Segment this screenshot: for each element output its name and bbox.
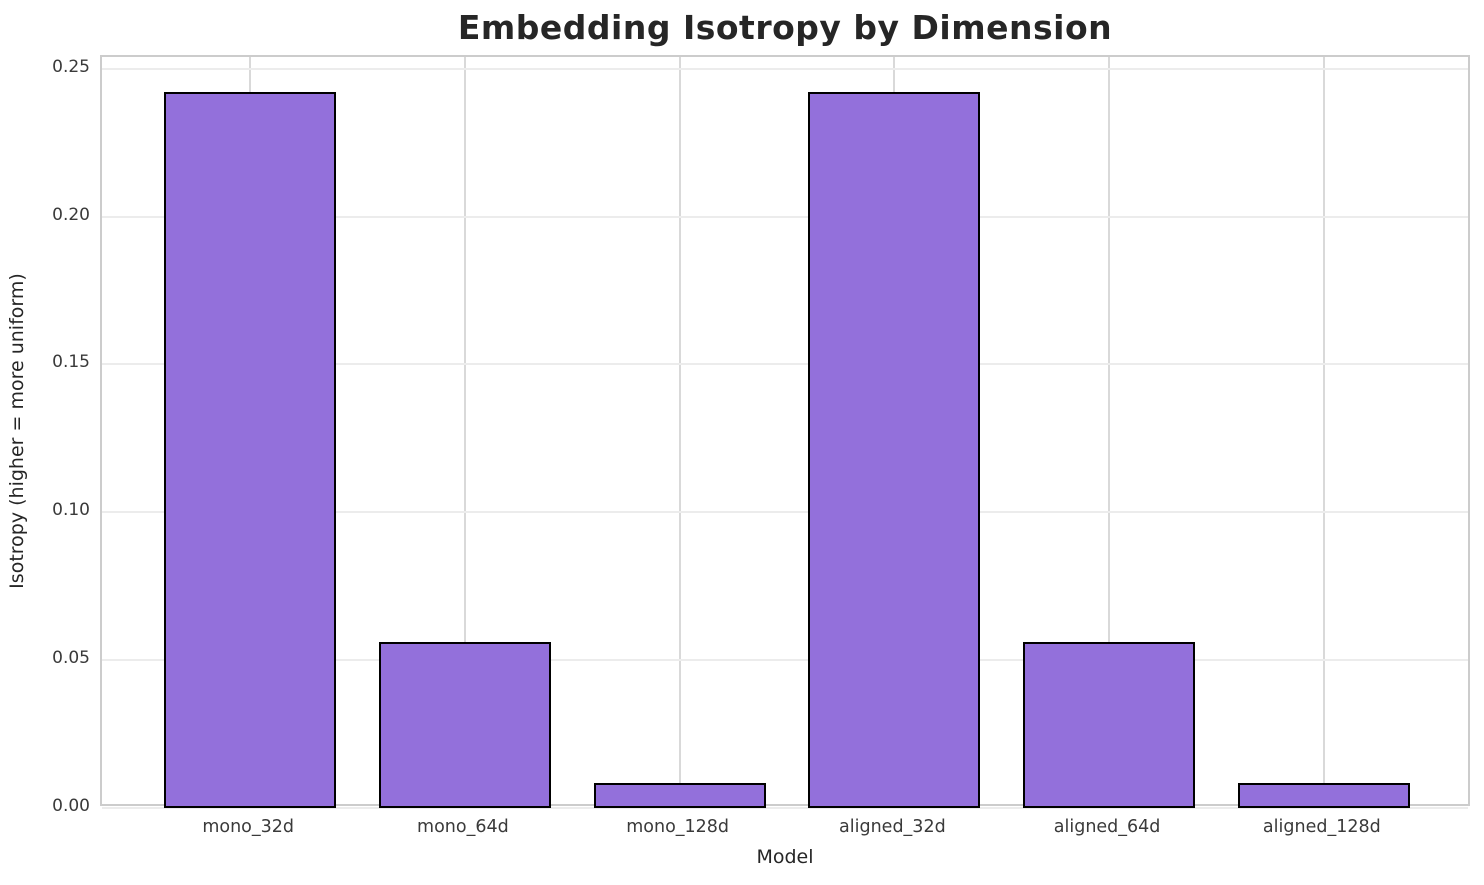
x-tick-label-mono_64d: mono_64d	[417, 817, 509, 837]
bar-aligned_128d	[1237, 782, 1410, 808]
bar-mono_64d	[379, 642, 551, 808]
x-gridline	[1322, 57, 1325, 804]
x-gridline	[1108, 57, 1111, 804]
y-gridline	[102, 363, 1468, 366]
chart-title: Embedding Isotropy by Dimension	[457, 8, 1113, 47]
x-gridline	[463, 57, 466, 804]
plot-area	[100, 55, 1470, 809]
y-tick-label: 0.10	[52, 500, 90, 521]
y-gridline	[102, 215, 1468, 218]
bar-aligned_64d	[1023, 642, 1195, 808]
x-axis-label: Model	[756, 846, 814, 868]
y-gridline	[102, 807, 1468, 809]
y-tick-label: 0.25	[52, 56, 90, 77]
x-gridline	[678, 57, 681, 804]
x-tick-label-aligned_64d: aligned_64d	[1053, 817, 1161, 837]
y-gridline	[102, 511, 1468, 514]
y-tick-label: 0.15	[52, 352, 90, 373]
bar-aligned_32d	[808, 92, 981, 808]
y-tick-label: 0.20	[52, 204, 90, 225]
y-gridline	[102, 67, 1468, 70]
bar-mono_32d	[164, 92, 337, 808]
y-tick-label: 0.00	[52, 796, 90, 816]
y-gridline	[102, 659, 1468, 662]
x-tick-label-aligned_32d: aligned_32d	[839, 817, 946, 837]
x-axis-ticks: mono_32d mono_64d mono_128d aligned_32d alig…	[100, 806, 1470, 840]
x-tick-label-mono_128d: mono_128d	[626, 817, 730, 837]
bar-mono_128d	[593, 782, 766, 808]
y-axis-ticks: 0.00 0.05 0.10 0.15 0.20 0.25	[0, 55, 90, 816]
x-tick-label-mono_32d: mono_32d	[202, 817, 294, 837]
x-tick-label-aligned_128d: aligned_128d	[1262, 817, 1381, 837]
y-tick-label: 0.05	[52, 648, 90, 669]
